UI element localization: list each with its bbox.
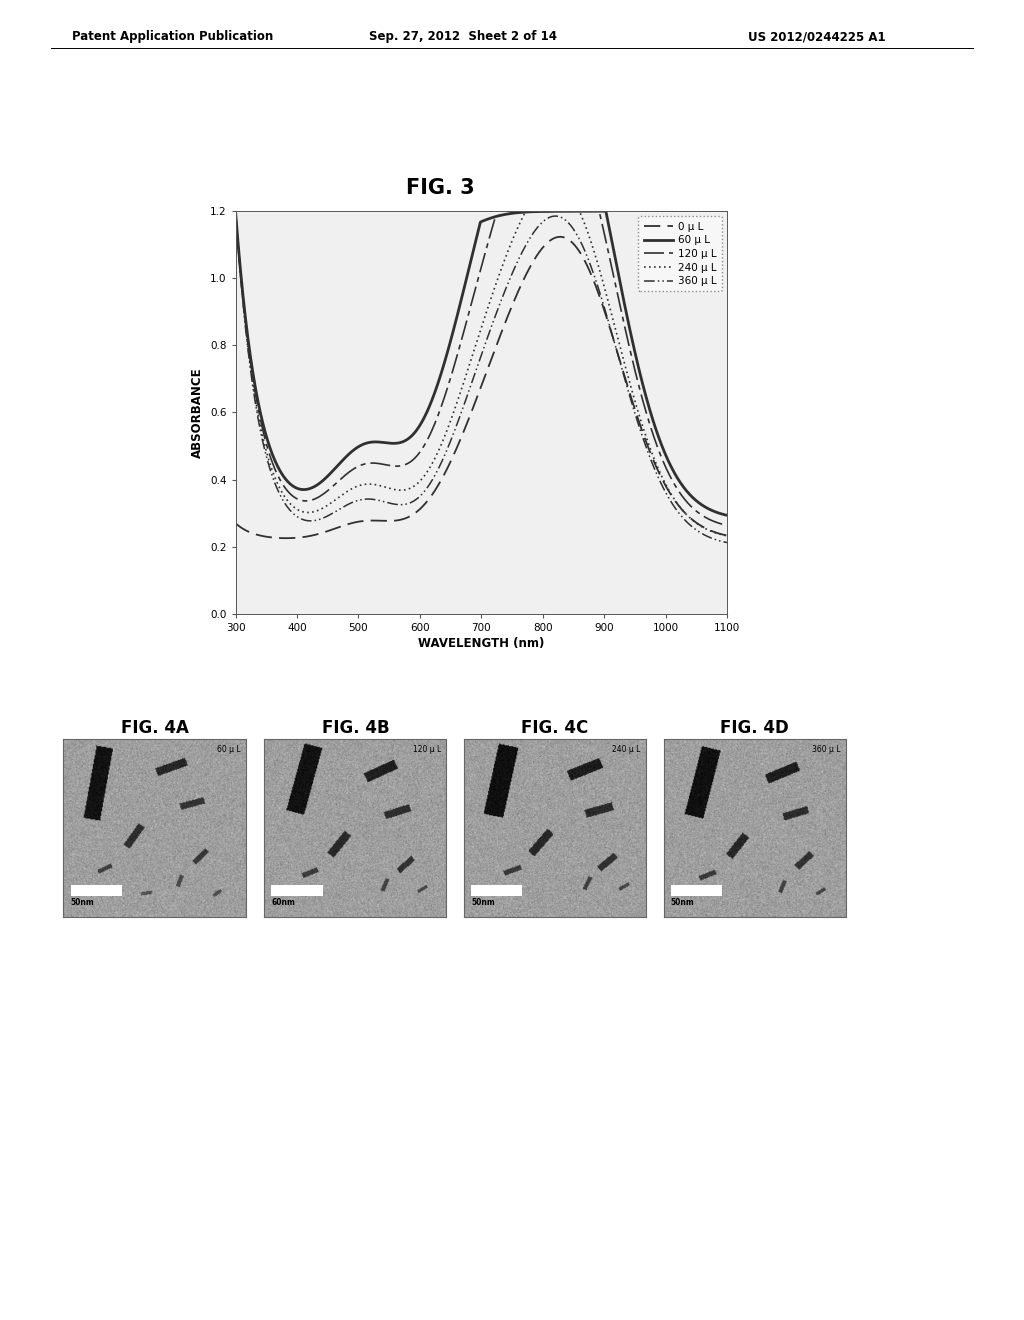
Bar xyxy=(71,886,122,896)
Text: 240 μ L: 240 μ L xyxy=(612,744,641,754)
Text: FIG. 3: FIG. 3 xyxy=(406,178,475,198)
Legend: 0 μ L, 60 μ L, 120 μ L, 240 μ L, 360 μ L: 0 μ L, 60 μ L, 120 μ L, 240 μ L, 360 μ L xyxy=(638,216,722,292)
Bar xyxy=(671,886,722,896)
Bar xyxy=(271,886,323,896)
Text: 60nm: 60nm xyxy=(271,898,295,907)
Text: Sep. 27, 2012  Sheet 2 of 14: Sep. 27, 2012 Sheet 2 of 14 xyxy=(369,30,557,44)
Bar xyxy=(471,886,522,896)
Y-axis label: ABSORBANCE: ABSORBANCE xyxy=(191,367,205,458)
Text: FIG. 4C: FIG. 4C xyxy=(521,719,589,738)
Text: 120 μ L: 120 μ L xyxy=(413,744,441,754)
Text: 60 μ L: 60 μ L xyxy=(217,744,241,754)
Text: FIG. 4A: FIG. 4A xyxy=(121,719,188,738)
Text: 50nm: 50nm xyxy=(71,898,94,907)
X-axis label: WAVELENGTH (nm): WAVELENGTH (nm) xyxy=(418,638,545,649)
Text: FIG. 4D: FIG. 4D xyxy=(720,719,790,738)
Text: 50nm: 50nm xyxy=(471,898,495,907)
Text: FIG. 4B: FIG. 4B xyxy=(322,719,389,738)
Text: 50nm: 50nm xyxy=(671,898,694,907)
Text: US 2012/0244225 A1: US 2012/0244225 A1 xyxy=(748,30,885,44)
Text: Patent Application Publication: Patent Application Publication xyxy=(72,30,273,44)
Text: 360 μ L: 360 μ L xyxy=(812,744,841,754)
